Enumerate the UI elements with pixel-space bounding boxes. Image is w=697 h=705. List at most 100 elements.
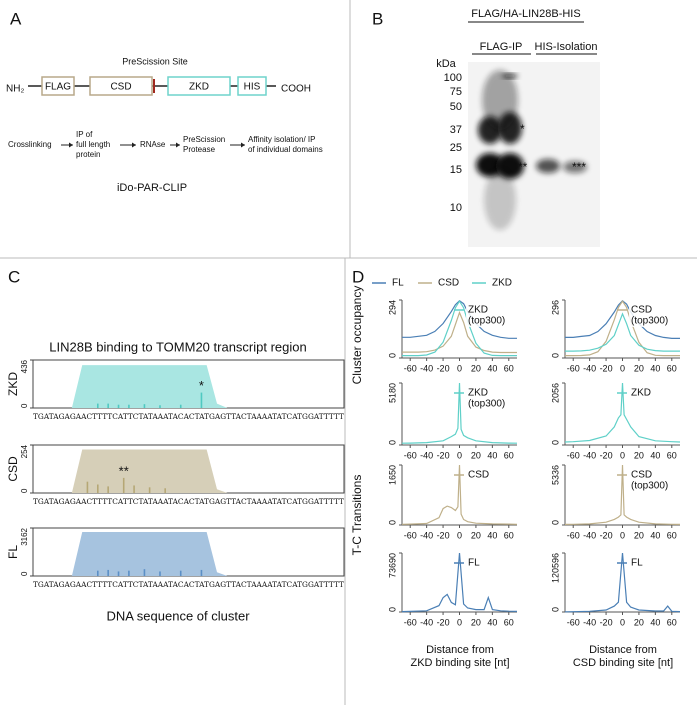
marker-label: 25 <box>450 142 462 154</box>
x-axis-title: Distance from <box>426 644 494 656</box>
annotation: * <box>199 378 204 393</box>
x-tick-label: 0 <box>457 363 462 373</box>
legend-label: ZKD <box>468 388 488 399</box>
step-text: Affinity isolation/ IP <box>248 135 315 144</box>
legend-bg <box>466 304 512 327</box>
x-axis-title: CSD binding site [nt] <box>573 657 673 669</box>
label: kDa <box>436 58 456 70</box>
step-text: Protease <box>183 145 216 154</box>
x-tick-label: 0 <box>620 363 625 373</box>
series-line <box>402 300 517 357</box>
x-tick-label: 40 <box>487 530 497 540</box>
y-tick-label: 0 <box>387 520 397 525</box>
y-axis-label: FL <box>6 545 20 559</box>
x-tick-label: -40 <box>420 617 433 627</box>
x-tick-label: -40 <box>583 450 596 460</box>
y-tick-label: 0 <box>550 440 560 445</box>
x-tick-label: -40 <box>420 530 433 540</box>
coverage-area <box>35 449 347 493</box>
y-tick-label: 0 <box>550 353 560 358</box>
y-axis-title: Cluster occupancy <box>350 286 364 385</box>
x-tick-label: 20 <box>471 617 481 627</box>
x-tick-label: 20 <box>634 450 644 460</box>
x-tick-label: 60 <box>504 530 514 540</box>
series-line <box>565 300 680 357</box>
sequence: TGATAGAGAACTTTTCATTCTATAAATACACTATGAGTTA… <box>33 413 344 421</box>
y-tick-label: 436 <box>20 359 29 373</box>
legend-bg <box>629 469 675 492</box>
gel-band <box>502 74 518 78</box>
x-tick-label: -20 <box>437 617 450 627</box>
x-tick-label: 0 <box>620 530 625 540</box>
sequence: TGATAGAGAACTTTTCATTCTATAAATACACTATGAGTTA… <box>33 581 344 589</box>
legend-bg <box>629 557 675 569</box>
y-axis-label: CSD <box>6 456 20 482</box>
y-tick-label: 0 <box>387 607 397 612</box>
y-tick-label: 0 <box>550 607 560 612</box>
series-line <box>401 382 518 444</box>
y-tick-label: 3162 <box>20 527 29 545</box>
x-tick-label: 20 <box>471 530 481 540</box>
label: COOH <box>281 84 311 95</box>
x-tick-label: -60 <box>404 530 417 540</box>
legend-label: FL <box>392 278 404 289</box>
x-tick-label: 40 <box>487 617 497 627</box>
x-tick-label: 60 <box>667 617 677 627</box>
y-axis-title: T-C Transitions <box>350 475 364 556</box>
x-tick-label: -20 <box>600 617 613 627</box>
domain-label: HIS <box>244 82 261 93</box>
x-axis-title: Distance from <box>589 644 657 656</box>
y-tick-label: 120596 <box>550 553 560 583</box>
marker-label: 75 <box>450 86 462 98</box>
x-tick-label: 60 <box>667 530 677 540</box>
y-tick-label: 5336 <box>550 465 560 485</box>
x-tick-label: -20 <box>437 530 450 540</box>
y-tick-label: 2056 <box>550 383 560 403</box>
legend-bg <box>466 387 512 410</box>
y-tick-label: 254 <box>20 444 29 458</box>
legend-label: ZKD <box>468 305 488 316</box>
x-tick-label: 40 <box>650 450 660 460</box>
legend-label: CSD <box>631 470 652 481</box>
step-text: Crosslinking <box>8 140 52 149</box>
x-tick-label: -20 <box>600 530 613 540</box>
star: ** <box>518 160 528 174</box>
marker-label: 37 <box>450 124 462 136</box>
star: *** <box>572 160 586 174</box>
x-tick-label: 40 <box>650 363 660 373</box>
axis-title: DNA sequence of cluster <box>106 608 250 623</box>
panel-label: D <box>352 267 364 286</box>
domain-box <box>41 76 75 96</box>
x-tick-label: 40 <box>650 617 660 627</box>
legend-label: CSD <box>468 470 489 481</box>
x-tick-label: 0 <box>457 530 462 540</box>
x-tick-label: 20 <box>634 617 644 627</box>
y-tick-label: 1650 <box>387 465 397 485</box>
label: NH₂ <box>6 84 24 95</box>
legend-label: (top300) <box>468 399 505 410</box>
gel-band <box>482 70 518 130</box>
step-text: IP of <box>76 130 93 139</box>
legend-label: ZKD <box>492 278 512 289</box>
legend-bg <box>629 387 675 399</box>
lane-label: HIS-Isolation <box>535 41 598 53</box>
legend-label: (top300) <box>631 316 668 327</box>
step-text: RNAse <box>140 140 166 149</box>
y-tick-label: 296 <box>550 300 560 315</box>
arrow-head <box>69 142 73 148</box>
marker-label: 100 <box>444 72 462 84</box>
y-tick-label: 0 <box>20 571 29 576</box>
legend-bg <box>466 469 512 481</box>
y-tick-label: 0 <box>20 403 29 408</box>
sequence: TGATAGAGAACTTTTCATTCTATAAATACACTATGAGTTA… <box>33 498 344 506</box>
star: * <box>520 122 525 136</box>
arrow-head <box>132 142 136 148</box>
y-tick-label: 0 <box>550 520 560 525</box>
x-tick-label: 0 <box>457 617 462 627</box>
legend-label: (top300) <box>468 316 505 327</box>
label: iDo-PAR-CLIP <box>117 182 187 194</box>
series-line <box>564 382 681 443</box>
domain-box <box>89 76 153 96</box>
x-tick-label: 0 <box>457 450 462 460</box>
